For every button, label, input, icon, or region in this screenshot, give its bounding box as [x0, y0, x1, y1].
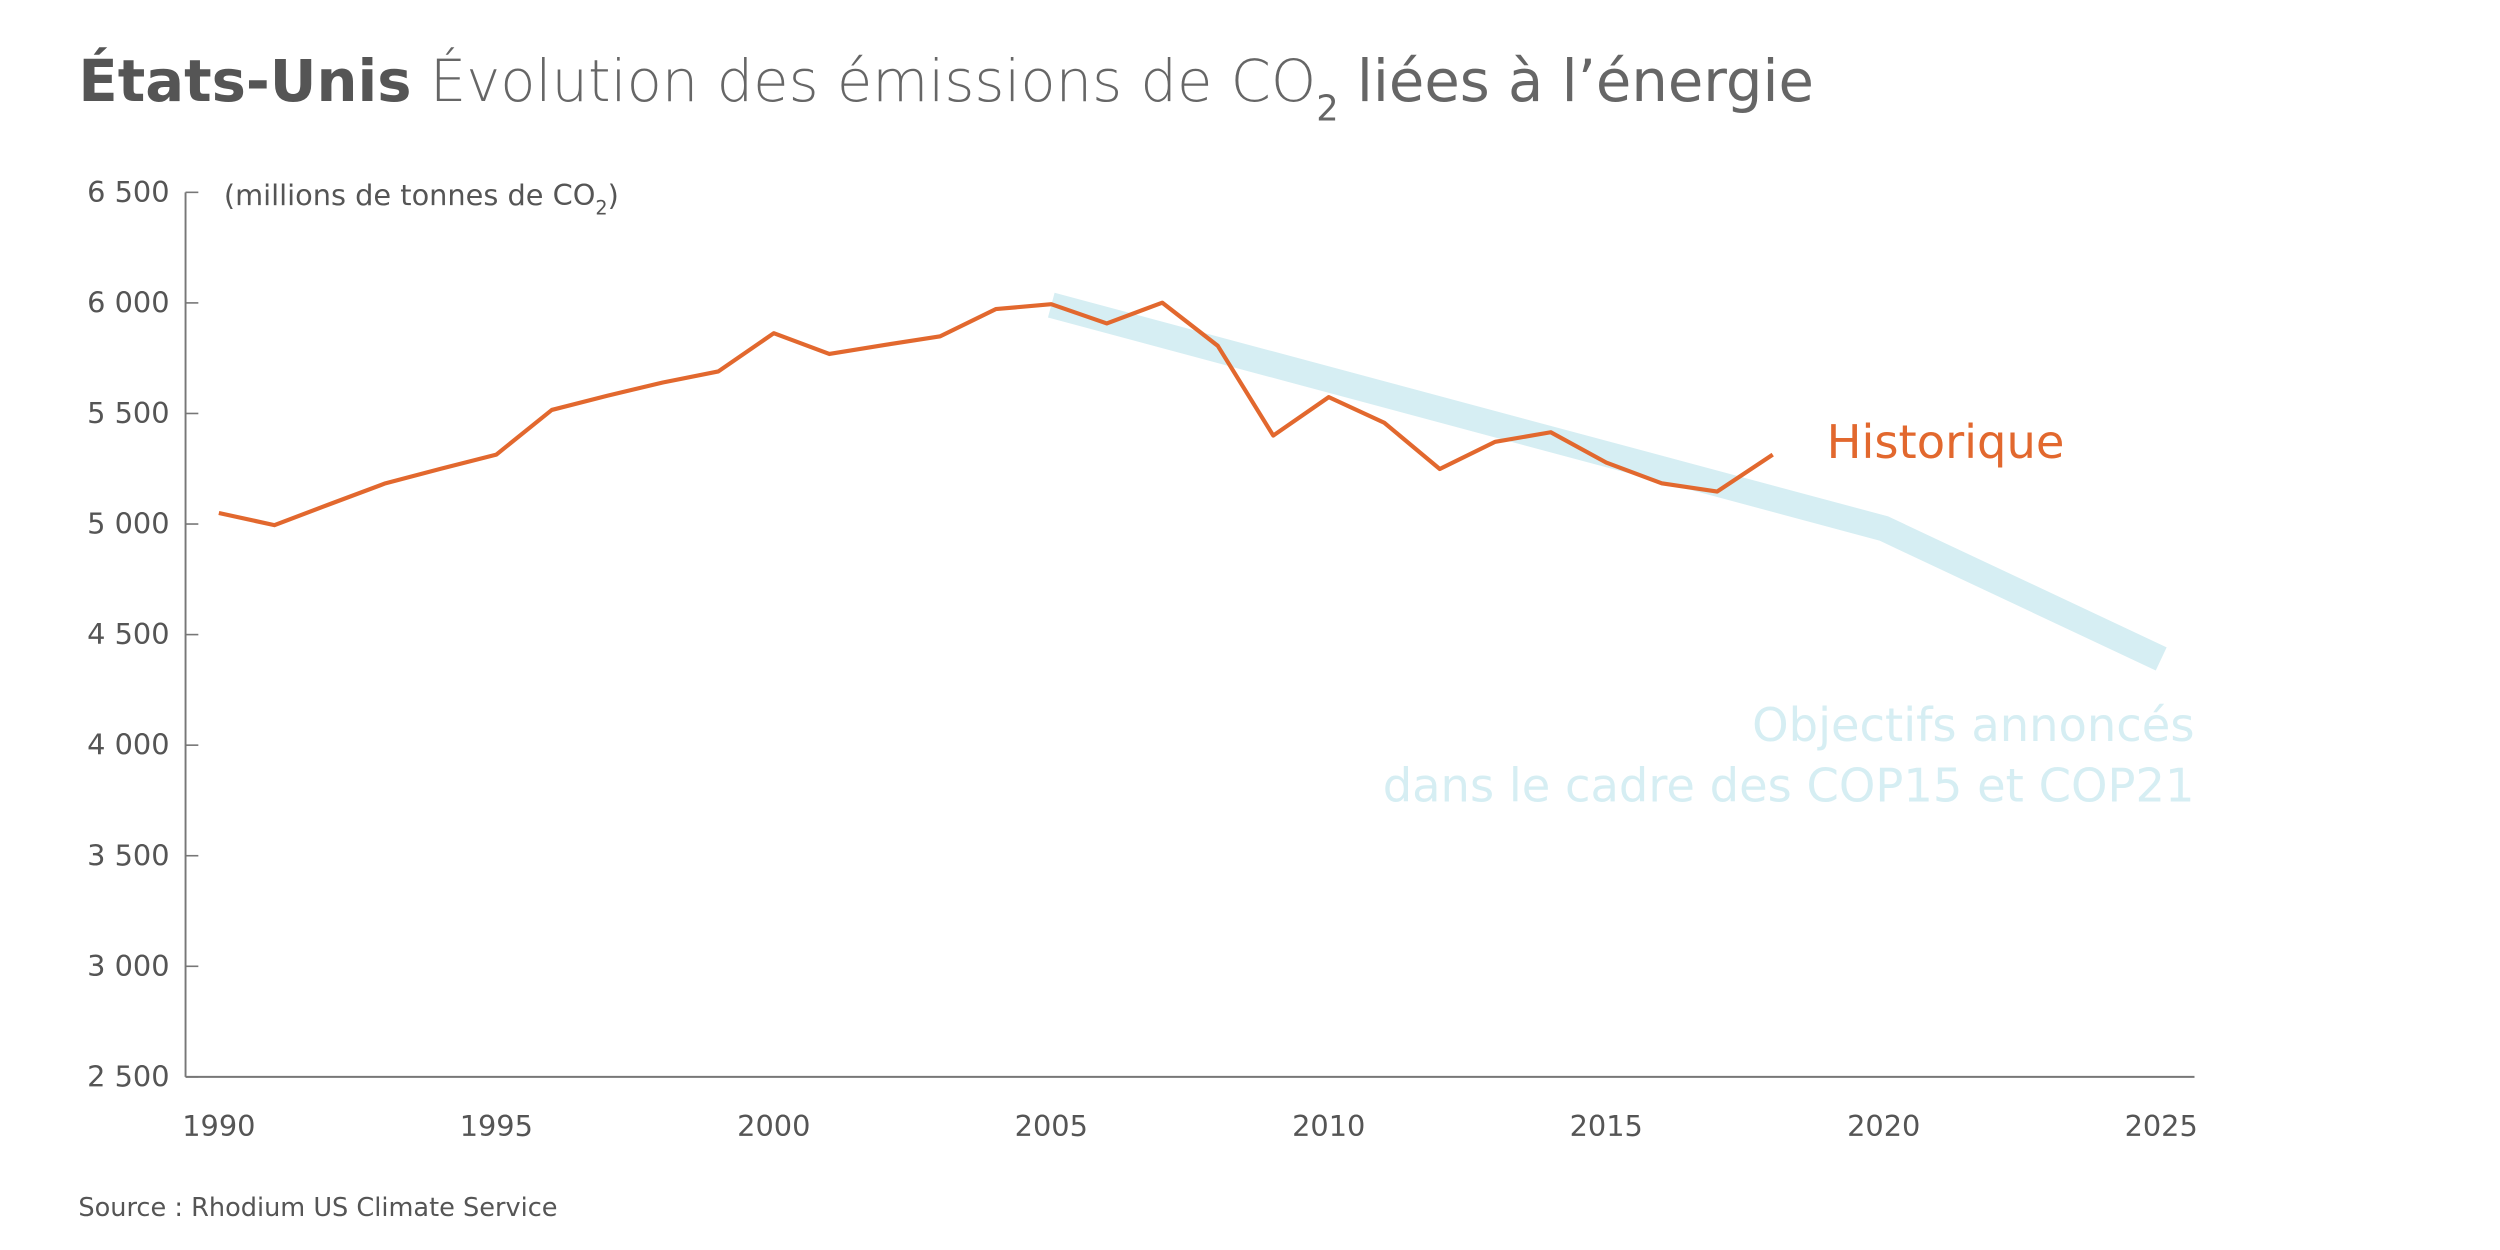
title-text-after: liées à l’énergie	[1357, 48, 1814, 115]
y-tick-label: 6 500	[87, 175, 169, 209]
source: Source : Rhodium US Climate Service	[78, 1193, 557, 1223]
history-line	[218, 300, 1774, 528]
y-tick-label: 3 500	[87, 838, 169, 872]
series-label: Historique	[1827, 415, 2065, 469]
chart-title: États-Unis Évolution des émissions de CO…	[78, 47, 1814, 129]
series-label: Objectifs annoncés	[1752, 698, 2194, 752]
y-tick-label: 5 500	[87, 396, 169, 430]
title-text-after	[1339, 48, 1357, 115]
target-band	[1047, 292, 2167, 671]
y-tick-label: 6 000	[87, 286, 169, 320]
x-tick-label: 2010	[1292, 1109, 1365, 1143]
title-bold: États-Unis	[78, 47, 411, 115]
y-label-text-after: )	[608, 178, 619, 212]
y-axis-label: (millions de tonnes de CO2)	[224, 178, 619, 220]
y-tick-label: 2 500	[87, 1059, 169, 1093]
x-tick-label: 2015	[1570, 1109, 1643, 1143]
y-tick-label: 5 000	[87, 507, 169, 541]
x-tick-label: 1995	[460, 1109, 533, 1143]
x-tick-label: 1990	[182, 1109, 255, 1143]
x-tick-label: 2005	[1015, 1109, 1088, 1143]
x-tick-label: 2025	[2125, 1109, 2198, 1143]
y-tick-label: 4 000	[87, 728, 169, 762]
y-label-subscript: 2	[595, 197, 607, 220]
x-tick-label: 2020	[1847, 1109, 1920, 1143]
title-text: Évolution des émissions de CO	[430, 47, 1316, 115]
title-subscript: 2	[1316, 88, 1338, 129]
series-label: dans le cadre des COP15 et COP21	[1383, 759, 2195, 813]
y-tick-label: 4 500	[87, 617, 169, 651]
y-label-text: (millions de tonnes de CO	[224, 178, 595, 212]
x-tick-label: 2000	[737, 1109, 810, 1143]
y-tick-label: 3 000	[87, 949, 169, 983]
